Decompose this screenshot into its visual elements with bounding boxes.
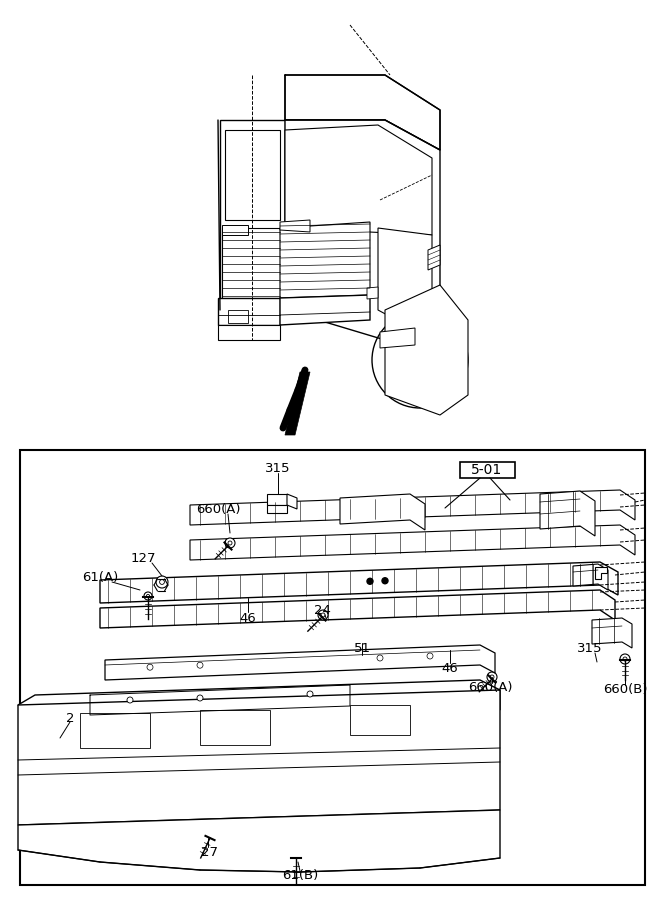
Text: 46: 46 <box>442 662 458 674</box>
Polygon shape <box>105 645 495 680</box>
Circle shape <box>321 613 325 617</box>
Circle shape <box>427 653 433 659</box>
Polygon shape <box>595 567 607 579</box>
Circle shape <box>291 852 301 862</box>
Circle shape <box>367 579 373 584</box>
Text: 127: 127 <box>130 552 156 564</box>
Polygon shape <box>385 285 468 415</box>
Text: 315: 315 <box>577 642 603 654</box>
Polygon shape <box>573 564 608 590</box>
Polygon shape <box>190 525 635 560</box>
Text: 660(B): 660(B) <box>603 683 647 697</box>
Circle shape <box>487 672 497 682</box>
Text: 61(B): 61(B) <box>282 869 318 883</box>
Polygon shape <box>222 228 280 298</box>
Polygon shape <box>592 618 632 648</box>
Circle shape <box>147 664 153 670</box>
Circle shape <box>307 691 313 697</box>
Text: 5-01: 5-01 <box>472 463 503 477</box>
Polygon shape <box>220 120 285 310</box>
Circle shape <box>294 855 298 859</box>
Polygon shape <box>367 287 378 299</box>
Circle shape <box>127 697 133 703</box>
Polygon shape <box>18 810 500 872</box>
Polygon shape <box>460 462 515 478</box>
Circle shape <box>197 695 203 701</box>
Polygon shape <box>378 228 432 330</box>
Circle shape <box>377 655 383 661</box>
Circle shape <box>225 538 235 548</box>
Polygon shape <box>280 295 370 325</box>
Polygon shape <box>285 75 440 150</box>
Polygon shape <box>190 490 635 525</box>
Circle shape <box>144 592 152 600</box>
Text: 27: 27 <box>201 845 219 859</box>
Polygon shape <box>200 710 270 745</box>
Polygon shape <box>18 690 500 825</box>
Polygon shape <box>380 328 415 348</box>
Circle shape <box>620 654 630 664</box>
Circle shape <box>490 675 494 679</box>
Polygon shape <box>540 491 595 536</box>
Text: 24: 24 <box>313 604 330 617</box>
Polygon shape <box>428 245 440 270</box>
Circle shape <box>318 610 328 620</box>
Text: 2: 2 <box>66 712 74 724</box>
Polygon shape <box>287 494 297 509</box>
Polygon shape <box>280 222 370 298</box>
Polygon shape <box>285 372 310 435</box>
Polygon shape <box>285 125 432 235</box>
Circle shape <box>623 657 627 661</box>
Polygon shape <box>267 505 287 513</box>
Polygon shape <box>18 680 500 715</box>
Text: 51: 51 <box>354 642 370 654</box>
Polygon shape <box>340 494 425 530</box>
Circle shape <box>228 541 232 545</box>
Polygon shape <box>100 562 618 603</box>
Polygon shape <box>228 310 248 323</box>
Polygon shape <box>218 325 280 340</box>
Polygon shape <box>218 298 280 325</box>
Polygon shape <box>267 494 287 505</box>
Polygon shape <box>285 120 440 340</box>
Text: 46: 46 <box>239 611 256 625</box>
Polygon shape <box>100 590 615 628</box>
Circle shape <box>159 580 164 584</box>
Circle shape <box>156 576 168 588</box>
Polygon shape <box>222 225 248 235</box>
Polygon shape <box>80 713 150 748</box>
Circle shape <box>197 662 203 668</box>
Circle shape <box>146 594 149 598</box>
Polygon shape <box>350 705 410 735</box>
Text: 660(A): 660(A) <box>468 681 512 695</box>
Text: 660(A): 660(A) <box>195 503 240 517</box>
Polygon shape <box>225 130 280 220</box>
Text: 61(A): 61(A) <box>82 571 118 583</box>
Circle shape <box>382 578 388 584</box>
Polygon shape <box>280 220 310 232</box>
Text: 315: 315 <box>265 462 291 474</box>
Polygon shape <box>20 450 645 885</box>
